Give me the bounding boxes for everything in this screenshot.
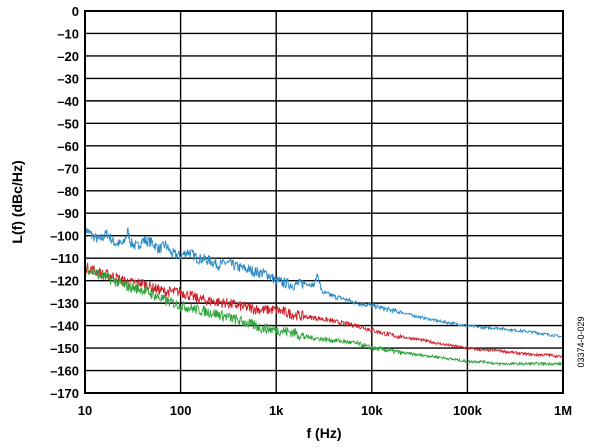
y-tick-label: –140: [50, 319, 79, 334]
x-tick-label: 10: [78, 403, 92, 418]
grid-lines: [84, 10, 564, 394]
y-axis-label: L(f) (dBc/Hz): [9, 160, 25, 243]
y-tick-label: –120: [50, 274, 79, 289]
y-tick-label: –70: [57, 161, 79, 176]
series-line-2: [84, 262, 564, 359]
y-tick-label: –90: [57, 206, 79, 221]
plot-frame: [84, 10, 564, 394]
y-tick-label: –10: [57, 26, 79, 41]
y-tick-label: –160: [50, 364, 79, 379]
series-layer: [84, 224, 564, 367]
y-tick-label: –50: [57, 116, 79, 131]
y-tick-label: –170: [50, 386, 79, 401]
x-axis-label: f (Hz): [307, 425, 342, 441]
y-tick-label: –60: [57, 139, 79, 154]
x-tick-label: 10k: [361, 403, 383, 418]
figure-id: 03374-0-029: [576, 316, 586, 367]
series-line-1: [84, 224, 564, 339]
y-tick-label: –40: [57, 94, 79, 109]
x-tick-label: 1M: [554, 403, 572, 418]
y-tick-label: –30: [57, 71, 79, 86]
y-tick-label: –130: [50, 296, 79, 311]
y-tick-label: –150: [50, 341, 79, 356]
x-tick-label: 100: [170, 403, 192, 418]
series-line-3: [84, 265, 564, 367]
x-tick-label: 1k: [269, 403, 284, 418]
y-tick-label: –100: [50, 229, 79, 244]
y-tick-labels: 0 –10 –20 –30 –40 –50 –60 –70 –80 –90 –100 –110 –120…: [50, 4, 79, 401]
x-tick-label: 100k: [453, 403, 483, 418]
x-tick-labels: 10 100 1k 10k 100k 1M: [78, 403, 572, 418]
y-tick-label: –110: [51, 251, 79, 266]
y-tick-label: –20: [57, 49, 79, 64]
y-tick-label: –80: [57, 184, 79, 199]
y-tick-label: 0: [72, 4, 79, 19]
